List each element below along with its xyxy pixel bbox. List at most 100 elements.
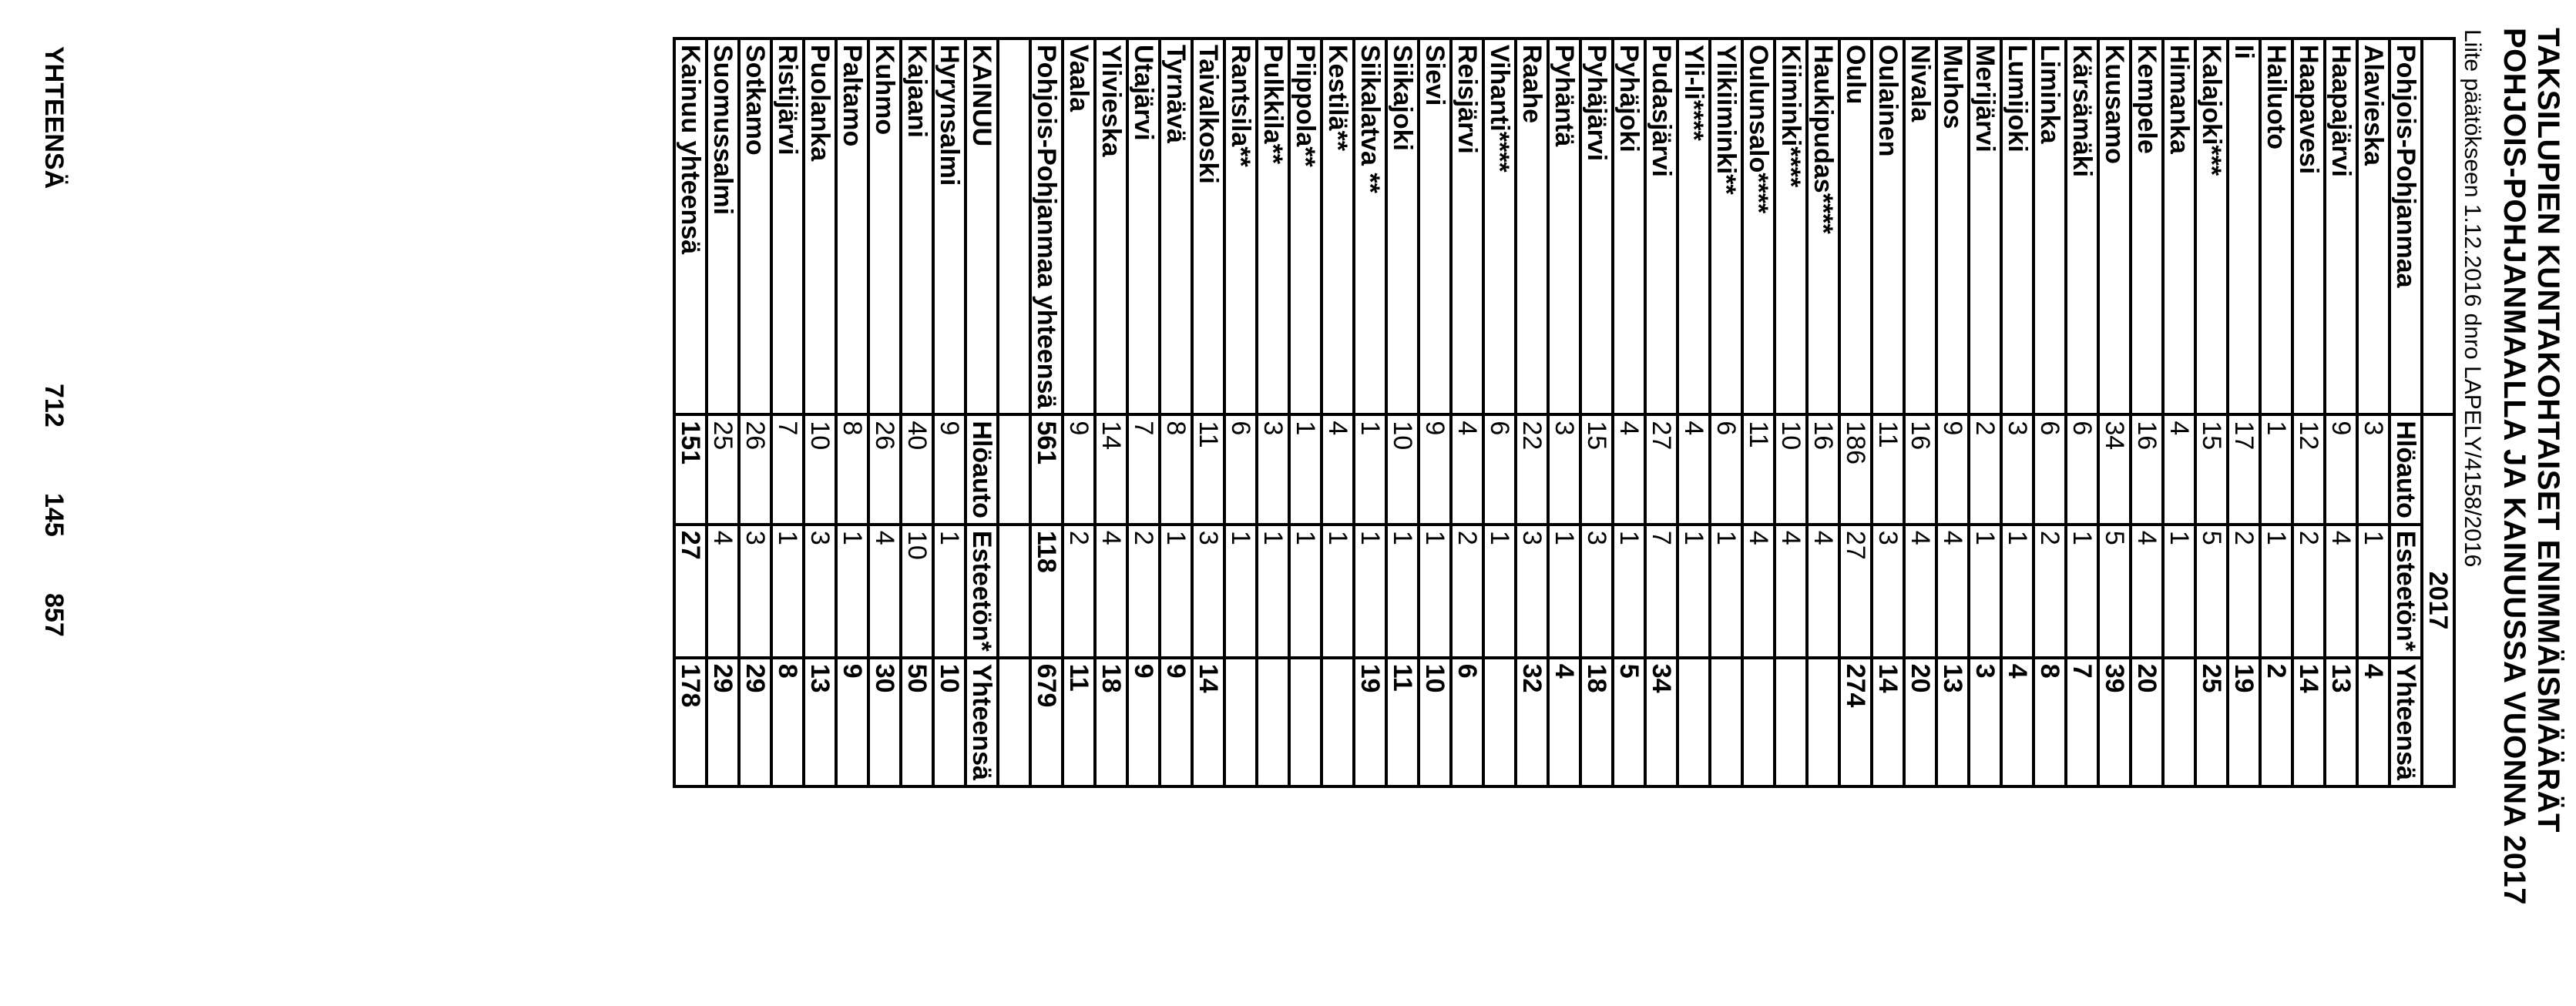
value-hloauto: 4: [1322, 414, 1354, 525]
table-row: Ii 17 2 19: [2228, 39, 2260, 786]
document-subtitle: Liite päätökseen 1.12.2016 dnro LAPELY/4…: [2460, 29, 2485, 568]
table-row: Haapavesi 12 2 14: [2292, 39, 2325, 786]
table-row: Hyrynsalmi 9 1 10: [933, 39, 966, 786]
municipality-name: Vaala: [1063, 39, 1095, 415]
value-yhteensa: 10: [1419, 657, 1451, 786]
value-esteeton: 2: [1063, 524, 1095, 658]
table-row: Vihanti**** 6 1: [1483, 39, 1516, 786]
municipality-name: Rantsila**: [1224, 39, 1257, 415]
value-esteeton: 4: [707, 524, 739, 658]
value-yhteensa: 2: [2260, 657, 2292, 786]
value-yhteensa: 13: [1936, 657, 1969, 786]
municipality-name: Liminka: [2034, 39, 2066, 415]
value-yhteensa: 29: [707, 657, 739, 786]
value-hloauto: 22: [1516, 414, 1548, 525]
table-row: Pulkkila** 3 1: [1257, 39, 1289, 786]
table-row: Sotkamo 26 3 29: [739, 39, 771, 786]
value-yhteensa: 29: [739, 657, 771, 786]
value-yhteensa: [1289, 657, 1322, 786]
municipality-name: Reisjärvi: [1451, 39, 1483, 415]
value-esteeton: 3: [1580, 524, 1613, 658]
table-row: Tyrnävä 8 1 9: [1160, 39, 1192, 786]
value-esteeton: 1: [2066, 524, 2098, 658]
value-yhteensa: 5: [1613, 657, 1645, 786]
value-yhteensa: [2163, 657, 2195, 786]
value-hloauto: 15: [1580, 414, 1613, 525]
table-row: Merijärvi 2 1 3: [1969, 39, 2001, 786]
value-yhteensa: 274: [1839, 657, 1872, 786]
value-hloauto: 26: [868, 414, 901, 525]
value-esteeton: 4: [1807, 524, 1839, 658]
table-row: Pyhäjoki 4 1 5: [1613, 39, 1645, 786]
municipality-name: Kärsämäki: [2066, 39, 2098, 415]
value-esteeton: 4: [1095, 524, 1127, 658]
value-esteeton: 2: [1127, 524, 1160, 658]
value-esteeton: 7: [1645, 524, 1678, 658]
grand-total-esteeton: 145: [39, 493, 69, 537]
value-yhteensa: 14: [1872, 657, 1904, 786]
value-esteeton: 1: [2260, 524, 2292, 658]
kainuu-total-label: Kainuu yhteensä: [674, 39, 707, 415]
municipality-name: Ylikiiminki**: [1710, 39, 1742, 415]
municipality-name: Ristijärvi: [771, 39, 804, 415]
value-hloauto: 9: [933, 414, 966, 525]
document-title-line1: TAKSILUPIEN KUNTAKOHTAISET ENIMMÄISMÄÄRÄ…: [2531, 28, 2565, 833]
value-esteeton: 1: [1969, 524, 2001, 658]
value-yhteensa: 18: [1580, 657, 1613, 786]
table-row: Himanka 4 1: [2163, 39, 2195, 786]
municipality-name: Puolanka: [804, 39, 836, 415]
value-yhteensa: 9: [1127, 657, 1160, 786]
municipality-name: Hailuoto: [2260, 39, 2292, 415]
value-esteeton: 1: [1678, 524, 1710, 658]
value-hloauto: 9: [1419, 414, 1451, 525]
value-yhteensa: 13: [804, 657, 836, 786]
table-row: Suomussalmi 25 4 29: [707, 39, 739, 786]
municipality-name: Kempele: [2131, 39, 2163, 415]
value-hloauto: 3: [2357, 414, 2390, 525]
municipality-name: Haapavesi: [2292, 39, 2325, 415]
value-yhteensa: 4: [2001, 657, 2034, 786]
municipality-name: Suomussalmi: [707, 39, 739, 415]
value-yhteensa: 39: [2098, 657, 2131, 786]
value-hloauto: 1: [1354, 414, 1386, 525]
table-row: Kestilä** 4 1: [1322, 39, 1354, 786]
value-hloauto: 25: [707, 414, 739, 525]
municipality-name: Yli-Ii****: [1678, 39, 1710, 415]
municipality-name: Pyhäntä: [1548, 39, 1580, 415]
value-hloauto: 16: [2131, 414, 2163, 525]
municipality-name: Lumijoki: [2001, 39, 2034, 415]
value-hloauto: 10: [1775, 414, 1807, 525]
value-esteeton: 3: [739, 524, 771, 658]
value-hloauto: 8: [1160, 414, 1192, 525]
value-esteeton: 3: [1872, 524, 1904, 658]
table-row: Hailuoto 1 1 2: [2260, 39, 2292, 786]
municipality-name: Siikalatva **: [1354, 39, 1386, 415]
kainuu-total-esteeton: 27: [674, 524, 707, 658]
value-yhteensa: 7: [2066, 657, 2098, 786]
table-row: Oulainen 11 3 14: [1872, 39, 1904, 786]
value-yhteensa: 13: [2325, 657, 2357, 786]
value-esteeton: 3: [1516, 524, 1548, 658]
value-esteeton: 1: [1386, 524, 1419, 658]
value-hloauto: 8: [836, 414, 868, 525]
value-esteeton: 1: [1289, 524, 1322, 658]
municipality-name: Kiiminki****: [1775, 39, 1807, 415]
value-yhteensa: [1257, 657, 1289, 786]
value-hloauto: 186: [1839, 414, 1872, 525]
value-esteeton: 2: [1451, 524, 1483, 658]
value-yhteensa: 10: [933, 657, 966, 786]
value-yhteensa: 8: [771, 657, 804, 786]
municipality-name: Sievi: [1419, 39, 1451, 415]
value-esteeton: 1: [2163, 524, 2195, 658]
grand-total-hloauto: 712: [39, 384, 69, 428]
column-header-esteeton: Esteetön*: [966, 524, 998, 658]
table-row: Muhos 9 4 13: [1936, 39, 1969, 786]
table-row: Liminka 6 2 8: [2034, 39, 2066, 786]
region-name-kainuu: KAINUU: [966, 39, 998, 415]
value-esteeton: 1: [2001, 524, 2034, 658]
pp-total-yhteensa: 679: [1030, 657, 1063, 786]
municipality-name: Pyhäjoki: [1613, 39, 1645, 415]
value-hloauto: 4: [1678, 414, 1710, 525]
grand-total-label: YHTEENSÄ: [39, 46, 69, 189]
municipality-name: Haukipudas****: [1807, 39, 1839, 415]
